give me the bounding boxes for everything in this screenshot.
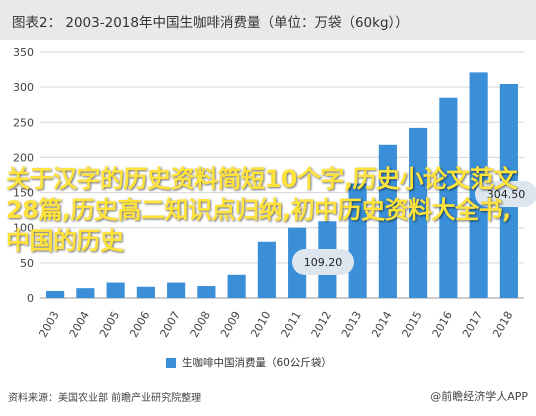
x-tick-label: 2006 — [127, 309, 152, 340]
y-tick-label: 350 — [13, 46, 34, 59]
y-tick-label: 100 — [13, 222, 34, 235]
callout-2018-label: 304.50 — [486, 187, 526, 201]
chart-title: 图表2： 2003-2018年中国生咖啡消费量（单位：万袋（60kg）） — [12, 15, 409, 31]
callout-2012: 109.20 — [292, 249, 354, 275]
bar-2005 — [106, 282, 125, 298]
legend: 生咖啡中国消费量（60公斤袋） — [166, 355, 332, 370]
bar-2003 — [46, 290, 65, 298]
bar-2015 — [409, 127, 428, 298]
y-tick-label: 150 — [13, 187, 34, 200]
y-tick-label: 200 — [13, 151, 34, 164]
bar-2013 — [348, 183, 367, 298]
overlay-caption: 关于汉字的历史资料简短10个字,历史小论文范文28篇,历史高二知识点归纳,初中历… — [6, 165, 518, 255]
y-tick-label: 250 — [13, 116, 34, 129]
x-tick-label: 2018 — [490, 309, 515, 340]
bar-2014 — [378, 144, 397, 298]
x-tick-label: 2007 — [157, 309, 182, 340]
x-tick-label: 2011 — [278, 309, 303, 340]
callout-2012-label: 109.20 — [303, 255, 343, 269]
x-tick-label: 2010 — [248, 309, 273, 340]
x-tick-label: 2008 — [188, 309, 213, 340]
bar-2004 — [76, 288, 95, 298]
title-bar: 图表2： 2003-2018年中国生咖啡消费量（单位：万袋（60kg）） — [0, 0, 536, 40]
y-tick-label: 50 — [20, 257, 34, 270]
legend-swatch — [166, 357, 176, 368]
x-tick-label: 2013 — [339, 309, 364, 340]
source-note: 资料来源：美国农业部 前瞻产业研究院整理 — [8, 393, 202, 404]
bar-2016 — [439, 97, 458, 298]
bar-2006 — [136, 286, 155, 298]
x-tick-label: 2017 — [460, 309, 485, 340]
legend-label: 生咖啡中国消费量（60公斤袋） — [182, 357, 332, 369]
y-tick-label: 0 — [27, 292, 34, 305]
x-tick-label: 2005 — [97, 309, 122, 340]
bar-2010 — [257, 241, 276, 298]
x-tick-label: 2016 — [430, 309, 455, 340]
callout-2018: 304.50 — [475, 181, 536, 207]
x-tick-label: 2012 — [309, 309, 334, 340]
y-tick-label: 300 — [13, 81, 34, 94]
x-tick-label: 2003 — [36, 309, 61, 340]
bar-2009 — [227, 274, 246, 298]
bar-2007 — [167, 282, 186, 298]
x-tick-label: 2014 — [369, 309, 394, 340]
x-tick-label: 2015 — [399, 309, 424, 340]
brand-watermark: @前瞻经济学人APP — [430, 390, 528, 403]
bar-2008 — [197, 286, 216, 298]
x-tick-label: 2004 — [67, 309, 92, 340]
x-tick-label: 2009 — [218, 309, 243, 340]
